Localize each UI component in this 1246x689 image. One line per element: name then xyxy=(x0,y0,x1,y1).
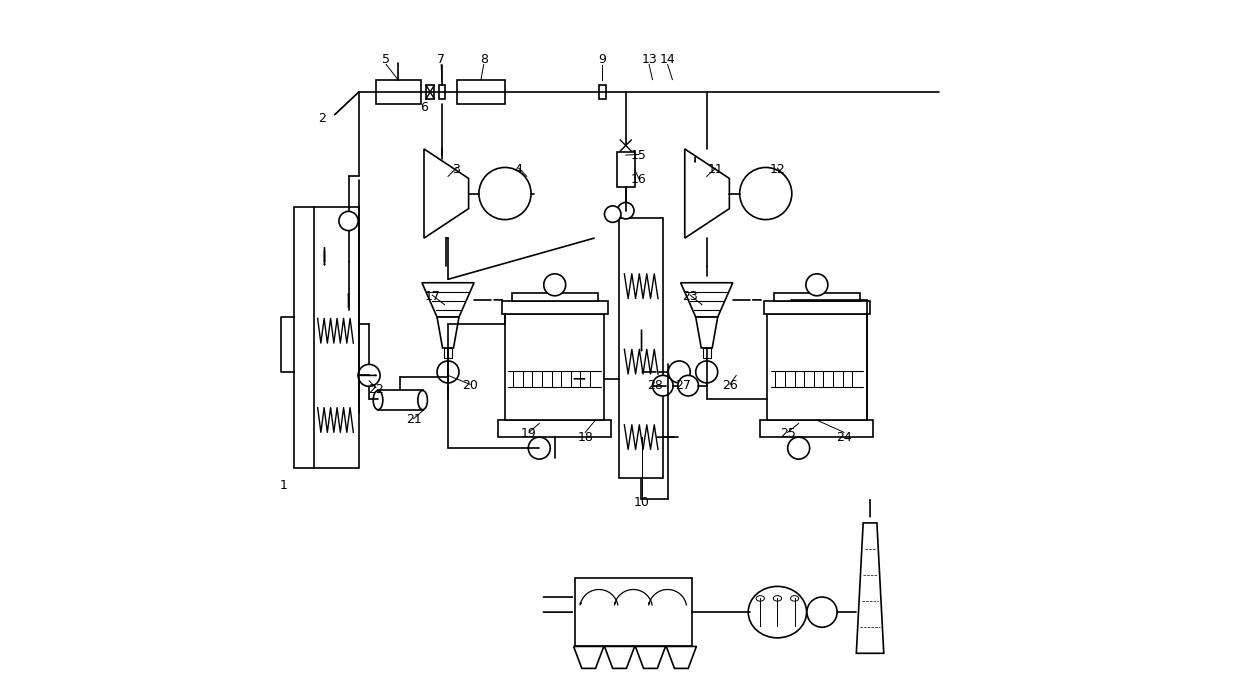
Text: 11: 11 xyxy=(708,163,724,176)
Polygon shape xyxy=(437,317,459,348)
Text: 22: 22 xyxy=(368,382,384,395)
Bar xyxy=(512,293,598,301)
Text: 3: 3 xyxy=(452,163,460,176)
Text: 15: 15 xyxy=(630,150,647,163)
Polygon shape xyxy=(422,282,473,317)
Circle shape xyxy=(437,361,459,383)
Bar xyxy=(764,301,870,313)
Text: 2: 2 xyxy=(319,112,326,125)
Polygon shape xyxy=(424,149,468,238)
Text: 27: 27 xyxy=(675,379,690,392)
Circle shape xyxy=(543,274,566,296)
Circle shape xyxy=(339,212,358,231)
Bar xyxy=(426,85,435,99)
Text: 1: 1 xyxy=(279,479,288,492)
Text: 4: 4 xyxy=(515,163,522,176)
Circle shape xyxy=(806,274,827,296)
Text: 14: 14 xyxy=(659,53,675,66)
Polygon shape xyxy=(604,646,634,668)
Text: 25: 25 xyxy=(780,427,796,440)
Polygon shape xyxy=(680,282,733,317)
Bar xyxy=(294,207,359,468)
Bar xyxy=(498,420,612,437)
Circle shape xyxy=(618,203,634,219)
Text: 8: 8 xyxy=(480,53,487,66)
Ellipse shape xyxy=(756,596,764,601)
Text: 5: 5 xyxy=(383,53,390,66)
Text: 18: 18 xyxy=(577,431,593,444)
Text: 21: 21 xyxy=(406,413,421,426)
Bar xyxy=(574,578,692,646)
Circle shape xyxy=(807,597,837,627)
Bar xyxy=(619,218,663,478)
Bar xyxy=(617,152,634,187)
Text: 24: 24 xyxy=(836,431,852,444)
Bar xyxy=(760,420,873,437)
Polygon shape xyxy=(667,646,697,668)
Text: 26: 26 xyxy=(723,379,738,392)
Circle shape xyxy=(678,376,699,396)
Bar xyxy=(439,85,445,99)
Text: 9: 9 xyxy=(598,53,607,66)
Circle shape xyxy=(653,376,673,396)
Ellipse shape xyxy=(749,586,806,638)
Ellipse shape xyxy=(374,391,383,410)
Text: 19: 19 xyxy=(521,427,537,440)
Bar xyxy=(768,313,867,420)
Ellipse shape xyxy=(774,596,781,601)
Text: 16: 16 xyxy=(630,174,647,186)
Text: 23: 23 xyxy=(683,290,698,303)
Circle shape xyxy=(604,206,621,223)
Circle shape xyxy=(668,361,690,383)
Bar xyxy=(502,301,608,313)
Text: 20: 20 xyxy=(462,379,478,392)
Bar xyxy=(378,391,422,410)
Polygon shape xyxy=(635,646,665,668)
Bar xyxy=(457,80,505,104)
Text: 28: 28 xyxy=(647,379,663,392)
Bar xyxy=(703,348,710,358)
Text: 17: 17 xyxy=(425,290,440,303)
Polygon shape xyxy=(573,646,604,668)
Circle shape xyxy=(478,167,531,220)
Text: 10: 10 xyxy=(633,496,649,509)
Circle shape xyxy=(528,437,551,459)
Bar xyxy=(774,293,860,301)
Text: 7: 7 xyxy=(437,53,445,66)
Polygon shape xyxy=(856,523,883,653)
Bar xyxy=(505,313,604,420)
Bar xyxy=(599,85,606,99)
Text: 13: 13 xyxy=(642,53,657,66)
Ellipse shape xyxy=(790,596,799,601)
Bar xyxy=(376,80,421,104)
Polygon shape xyxy=(695,317,718,348)
Circle shape xyxy=(787,437,810,459)
Circle shape xyxy=(695,361,718,383)
Bar xyxy=(444,348,452,358)
Circle shape xyxy=(358,364,380,387)
Text: 6: 6 xyxy=(420,101,427,114)
Ellipse shape xyxy=(417,391,427,410)
Polygon shape xyxy=(685,149,729,238)
Circle shape xyxy=(740,167,791,220)
Text: 12: 12 xyxy=(770,163,785,176)
